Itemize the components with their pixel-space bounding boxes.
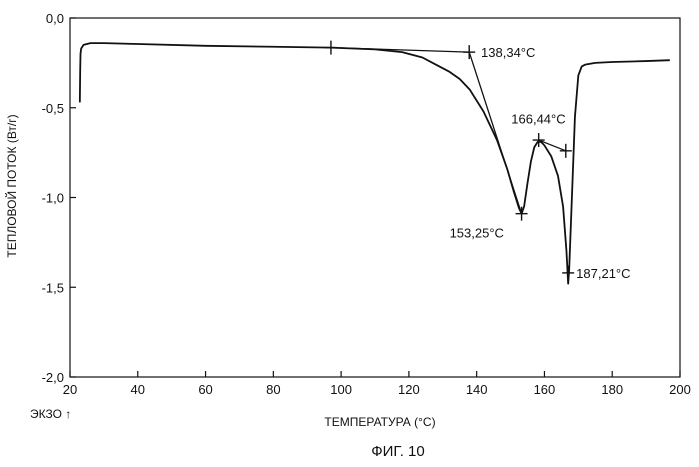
marker-166 — [560, 144, 572, 158]
figure-caption: ФИГ. 10 — [371, 443, 425, 460]
exo-label: ЭКЗО ↑ — [30, 407, 71, 421]
y-tick-label-4: -2,0 — [42, 370, 64, 385]
annotation-153: 153,25°C — [450, 226, 504, 241]
annotations: 138,34°C 166,44°C 153,25°C 187,21°C — [450, 45, 631, 281]
x-tick-label-120: 120 — [398, 382, 420, 397]
y-axis-title: ТЕПЛОВОЙ ПОТОК (Вт/г) — [4, 114, 19, 257]
y-tick-label-2: -1,0 — [42, 191, 64, 206]
marker-153 — [516, 207, 528, 221]
x-tick-label-200: 200 — [669, 382, 691, 397]
marker-97 — [325, 41, 337, 55]
dsc-chart: 20 40 60 80 100 120 140 160 180 200 0,0 -0,5 -1,0 -1… — [0, 0, 699, 462]
y-tick-label-3: -1,5 — [42, 280, 64, 295]
x-tick-label-80: 80 — [266, 382, 280, 397]
annotation-138: 138,34°C — [481, 45, 535, 60]
x-tick-label-140: 140 — [466, 382, 488, 397]
markers — [325, 41, 574, 280]
x-tick-label-60: 60 — [198, 382, 212, 397]
plot-frame — [70, 18, 680, 377]
dsc-chart-svg: 20 40 60 80 100 120 140 160 180 200 0,0 -0,5 -1,0 -1… — [0, 0, 699, 462]
x-tick-label-100: 100 — [330, 382, 352, 397]
x-tick-label-160: 160 — [534, 382, 556, 397]
annotation-187: 187,21°C — [576, 266, 630, 281]
x-axis-ticks: 20 40 60 80 100 120 140 160 180 200 — [63, 371, 691, 397]
x-tick-label-180: 180 — [601, 382, 623, 397]
series-line-dsc-heat-flow — [80, 43, 670, 284]
annotation-166: 166,44°C — [511, 112, 565, 127]
marker-138 — [463, 45, 475, 59]
y-axis-ticks: 0,0 -0,5 -1,0 -1,5 -2,0 — [42, 11, 76, 385]
x-axis-title: ТЕМПЕРАТУРА (°C) — [324, 415, 435, 429]
x-tick-label-40: 40 — [131, 382, 145, 397]
y-tick-label-0: 0,0 — [46, 11, 64, 26]
marker-167 — [562, 266, 574, 280]
y-tick-label-1: -0,5 — [42, 101, 64, 116]
x-tick-label-20: 20 — [63, 382, 77, 397]
baselines — [331, 48, 566, 214]
melt-baseline — [539, 140, 566, 151]
